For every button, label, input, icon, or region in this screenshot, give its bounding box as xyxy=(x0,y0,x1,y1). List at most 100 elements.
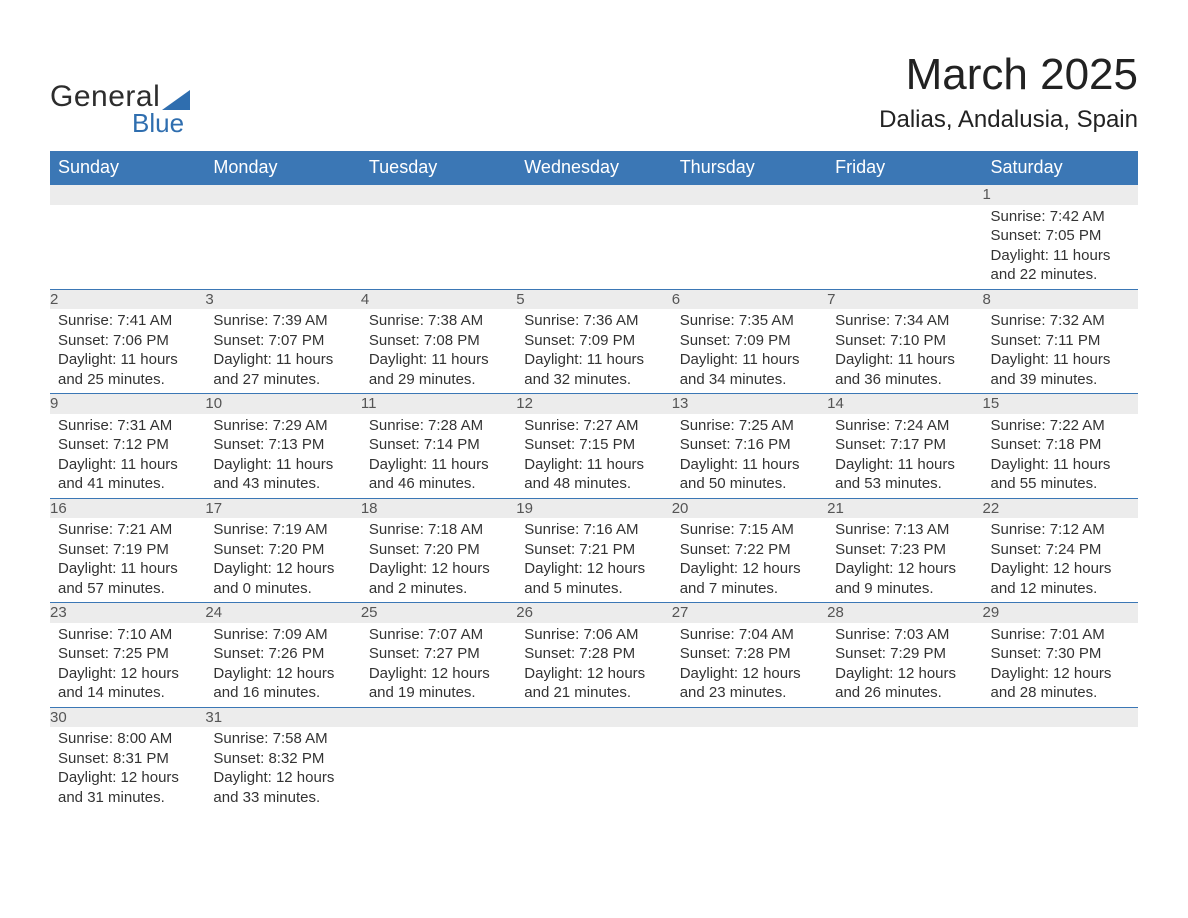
day-content-cell: Sunrise: 7:21 AMSunset: 7:19 PMDaylight:… xyxy=(50,518,205,603)
title-month: March 2025 xyxy=(879,50,1138,100)
day-sr: Sunrise: 7:06 AM xyxy=(524,625,663,645)
day-sr: Sunrise: 7:36 AM xyxy=(524,311,663,331)
day-d1: Daylight: 11 hours xyxy=(213,455,352,475)
day-ss: Sunset: 8:32 PM xyxy=(213,749,352,769)
day-content: Sunrise: 7:19 AMSunset: 7:20 PMDaylight:… xyxy=(205,518,360,602)
day-sr: Sunrise: 7:12 AM xyxy=(991,520,1130,540)
day-d1: Daylight: 11 hours xyxy=(835,350,974,370)
day-number-cell: 9 xyxy=(50,394,205,414)
daynum-row: 16171819202122 xyxy=(50,498,1138,518)
day-sr: Sunrise: 7:07 AM xyxy=(369,625,508,645)
day-d2: and 36 minutes. xyxy=(835,370,974,390)
day-content: Sunrise: 7:38 AMSunset: 7:08 PMDaylight:… xyxy=(361,309,516,393)
day-number-cell: 6 xyxy=(672,289,827,309)
day-number-cell: 8 xyxy=(983,289,1138,309)
logo-word2: Blue xyxy=(132,108,190,139)
day-d1: Daylight: 12 hours xyxy=(680,664,819,684)
day-number-cell: 11 xyxy=(361,394,516,414)
day-d1: Daylight: 11 hours xyxy=(991,455,1130,475)
calendar-table: Sunday Monday Tuesday Wednesday Thursday… xyxy=(50,151,1138,811)
day-content-cell: Sunrise: 7:09 AMSunset: 7:26 PMDaylight:… xyxy=(205,623,360,708)
day-sr: Sunrise: 7:39 AM xyxy=(213,311,352,331)
day-content-cell: Sunrise: 7:32 AMSunset: 7:11 PMDaylight:… xyxy=(983,309,1138,394)
day-number-cell: 16 xyxy=(50,498,205,518)
day-d2: and 22 minutes. xyxy=(991,265,1130,285)
calendar-page: General Blue March 2025 Dalias, Andalusi… xyxy=(0,0,1188,918)
day-d2: and 57 minutes. xyxy=(58,579,197,599)
day-ss: Sunset: 7:14 PM xyxy=(369,435,508,455)
day-number-cell xyxy=(361,707,516,727)
day-content-cell xyxy=(361,727,516,811)
day-sr: Sunrise: 7:29 AM xyxy=(213,416,352,436)
day-number-cell: 3 xyxy=(205,289,360,309)
day-content-cell xyxy=(672,727,827,811)
title-block: March 2025 Dalias, Andalusia, Spain xyxy=(879,50,1138,134)
day-ss: Sunset: 7:20 PM xyxy=(369,540,508,560)
daynum-row: 23242526272829 xyxy=(50,603,1138,623)
day-content-cell: Sunrise: 7:27 AMSunset: 7:15 PMDaylight:… xyxy=(516,414,671,499)
day-ss: Sunset: 7:21 PM xyxy=(524,540,663,560)
day-ss: Sunset: 7:19 PM xyxy=(58,540,197,560)
day-d1: Daylight: 12 hours xyxy=(680,559,819,579)
day-number-cell xyxy=(205,185,360,205)
day-ss: Sunset: 7:16 PM xyxy=(680,435,819,455)
day-number-cell: 30 xyxy=(50,707,205,727)
day-content-cell: Sunrise: 7:06 AMSunset: 7:28 PMDaylight:… xyxy=(516,623,671,708)
day-sr: Sunrise: 7:04 AM xyxy=(680,625,819,645)
day-sr: Sunrise: 7:27 AM xyxy=(524,416,663,436)
day-content: Sunrise: 7:03 AMSunset: 7:29 PMDaylight:… xyxy=(827,623,982,707)
day-content-row: Sunrise: 7:42 AMSunset: 7:05 PMDaylight:… xyxy=(50,205,1138,290)
weekday-header: Thursday xyxy=(672,151,827,185)
day-sr: Sunrise: 7:25 AM xyxy=(680,416,819,436)
day-content-cell: Sunrise: 7:34 AMSunset: 7:10 PMDaylight:… xyxy=(827,309,982,394)
day-content-cell xyxy=(516,727,671,811)
day-number-cell: 10 xyxy=(205,394,360,414)
day-content-cell xyxy=(827,727,982,811)
day-sr: Sunrise: 7:15 AM xyxy=(680,520,819,540)
day-sr: Sunrise: 7:35 AM xyxy=(680,311,819,331)
day-ss: Sunset: 7:06 PM xyxy=(58,331,197,351)
day-d2: and 19 minutes. xyxy=(369,683,508,703)
day-ss: Sunset: 7:07 PM xyxy=(213,331,352,351)
day-content: Sunrise: 7:15 AMSunset: 7:22 PMDaylight:… xyxy=(672,518,827,602)
day-content: Sunrise: 7:35 AMSunset: 7:09 PMDaylight:… xyxy=(672,309,827,393)
calendar-body: 1 Sunrise: 7:42 AMSunset: 7:05 PMDayligh… xyxy=(50,185,1138,812)
day-d2: and 31 minutes. xyxy=(58,788,197,808)
daynum-row: 2345678 xyxy=(50,289,1138,309)
day-content-cell: Sunrise: 7:16 AMSunset: 7:21 PMDaylight:… xyxy=(516,518,671,603)
day-content: Sunrise: 7:01 AMSunset: 7:30 PMDaylight:… xyxy=(983,623,1138,707)
daynum-row: 1 xyxy=(50,185,1138,205)
day-number-cell: 28 xyxy=(827,603,982,623)
day-number-cell xyxy=(516,185,671,205)
day-content: Sunrise: 7:58 AMSunset: 8:32 PMDaylight:… xyxy=(205,727,360,811)
day-d2: and 55 minutes. xyxy=(991,474,1130,494)
day-content-cell: Sunrise: 7:22 AMSunset: 7:18 PMDaylight:… xyxy=(983,414,1138,499)
day-content: Sunrise: 7:31 AMSunset: 7:12 PMDaylight:… xyxy=(50,414,205,498)
weekday-header: Wednesday xyxy=(516,151,671,185)
day-d1: Daylight: 11 hours xyxy=(524,350,663,370)
day-sr: Sunrise: 7:22 AM xyxy=(991,416,1130,436)
day-sr: Sunrise: 7:41 AM xyxy=(58,311,197,331)
day-sr: Sunrise: 7:13 AM xyxy=(835,520,974,540)
day-content-cell: Sunrise: 7:35 AMSunset: 7:09 PMDaylight:… xyxy=(672,309,827,394)
day-d2: and 53 minutes. xyxy=(835,474,974,494)
day-ss: Sunset: 7:30 PM xyxy=(991,644,1130,664)
day-sr: Sunrise: 7:10 AM xyxy=(58,625,197,645)
day-d1: Daylight: 12 hours xyxy=(58,664,197,684)
day-d1: Daylight: 11 hours xyxy=(680,350,819,370)
day-d2: and 7 minutes. xyxy=(680,579,819,599)
day-number-cell: 23 xyxy=(50,603,205,623)
day-sr: Sunrise: 7:18 AM xyxy=(369,520,508,540)
day-d2: and 0 minutes. xyxy=(213,579,352,599)
day-ss: Sunset: 7:05 PM xyxy=(991,226,1130,246)
day-content-cell: Sunrise: 7:01 AMSunset: 7:30 PMDaylight:… xyxy=(983,623,1138,708)
day-sr: Sunrise: 7:21 AM xyxy=(58,520,197,540)
day-number-cell: 25 xyxy=(361,603,516,623)
day-ss: Sunset: 7:20 PM xyxy=(213,540,352,560)
day-d2: and 32 minutes. xyxy=(524,370,663,390)
daynum-row: 3031 xyxy=(50,707,1138,727)
day-content: Sunrise: 7:16 AMSunset: 7:21 PMDaylight:… xyxy=(516,518,671,602)
day-sr: Sunrise: 7:09 AM xyxy=(213,625,352,645)
day-content-cell: Sunrise: 7:12 AMSunset: 7:24 PMDaylight:… xyxy=(983,518,1138,603)
day-d1: Daylight: 11 hours xyxy=(680,455,819,475)
